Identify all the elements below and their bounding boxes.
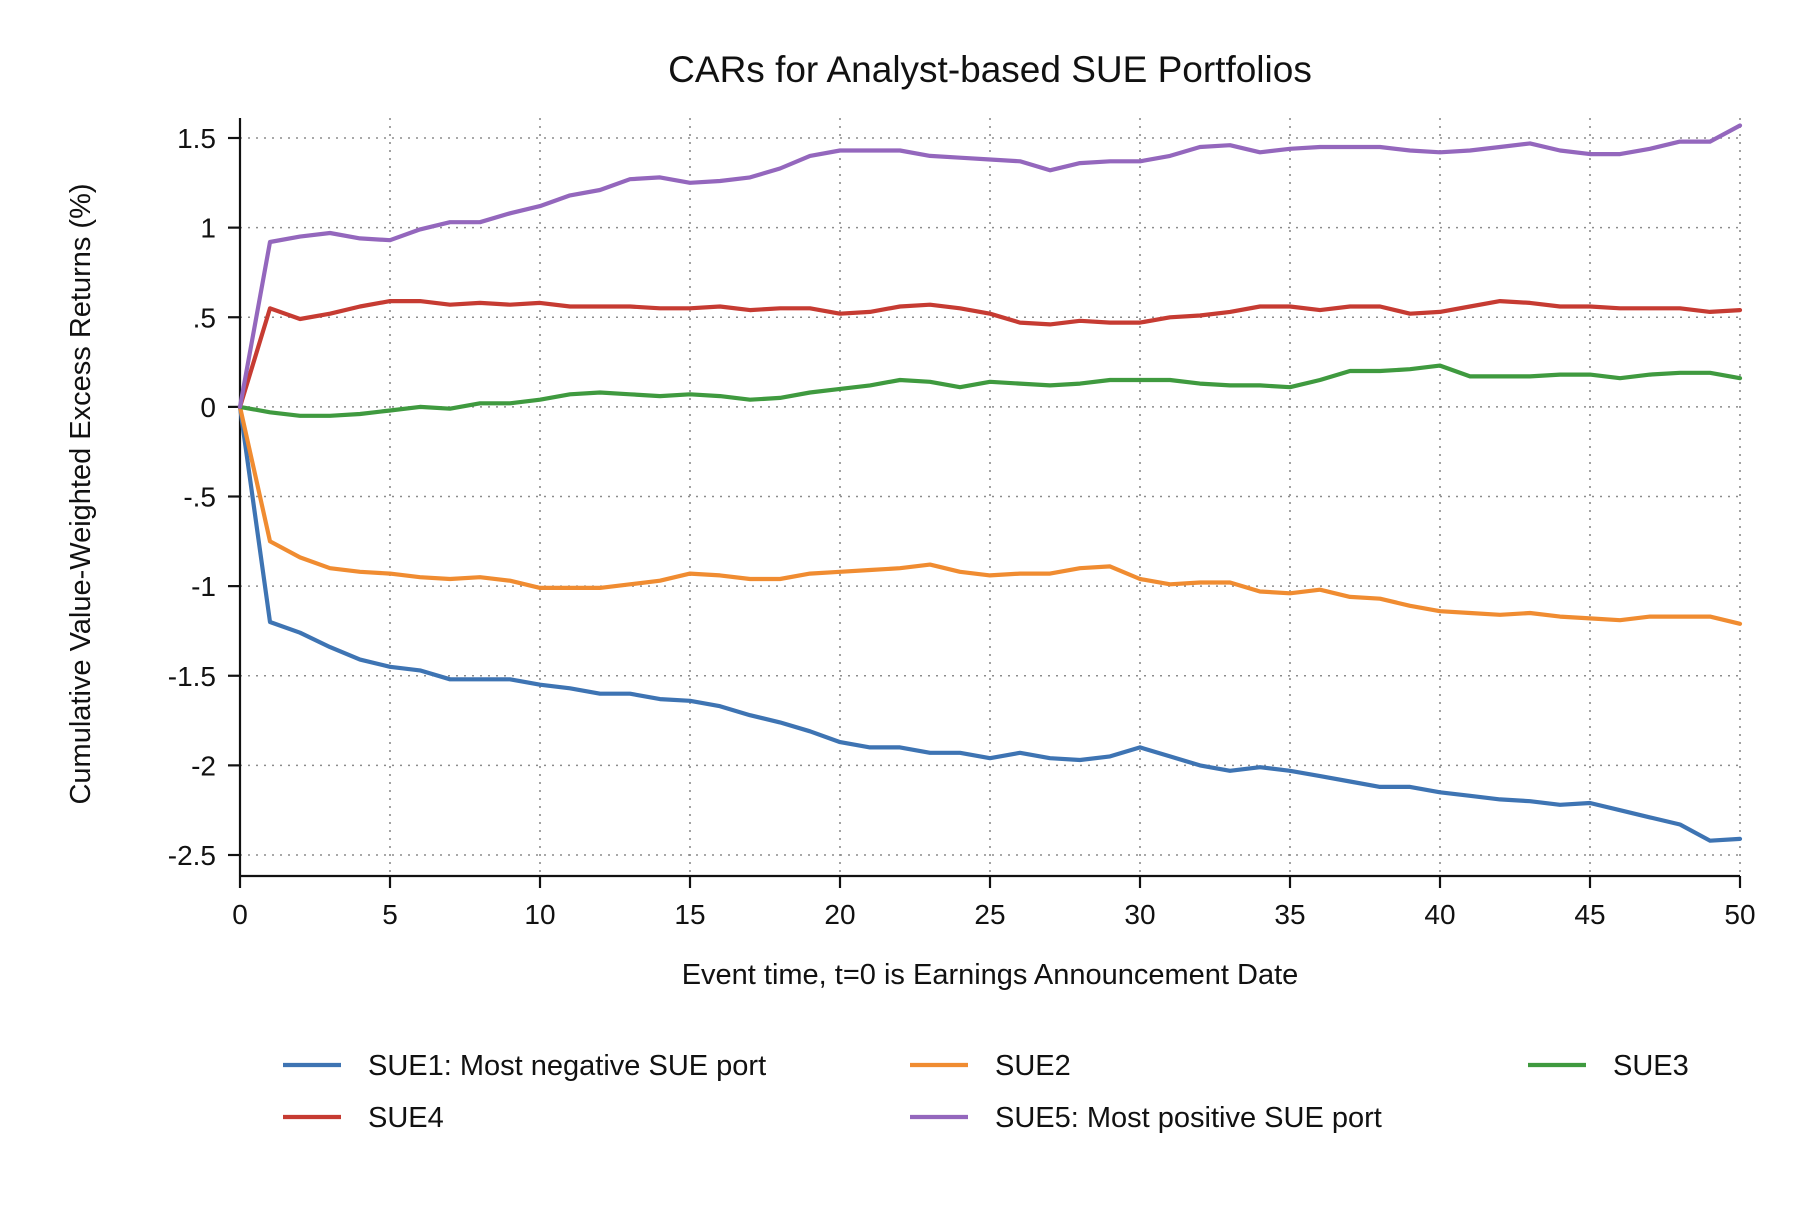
- legend-label: SUE3: [1613, 1050, 1689, 1082]
- x-tick-label: 45: [1574, 899, 1605, 930]
- gridlines: [239, 118, 1741, 876]
- y-axis-label: Cumulative Value-Weighted Excess Returns…: [65, 183, 97, 804]
- series-line-sue3: [237, 363, 1743, 418]
- x-tick-label: 20: [824, 899, 855, 930]
- y-tick-label: -2: [191, 750, 216, 781]
- series-line-sue4: [237, 299, 1743, 409]
- x-tick-label: 0: [232, 899, 248, 930]
- y-tick-label: -1: [191, 571, 216, 602]
- y-tick-label: 1: [200, 213, 216, 244]
- x-tick-label: 5: [382, 899, 398, 930]
- y-tick-label: -2.5: [168, 840, 216, 871]
- series-lines: [237, 123, 1743, 843]
- x-tick-label: 15: [674, 899, 705, 930]
- legend-label: SUE1: Most negative SUE port: [368, 1050, 766, 1082]
- x-tick-label: 40: [1424, 899, 1455, 930]
- x-tick-label: 30: [1124, 899, 1155, 930]
- y-tick-label: -1.5: [168, 661, 216, 692]
- y-tick-label: -.5: [183, 482, 216, 513]
- legend-label: SUE5: Most positive SUE port: [995, 1102, 1382, 1134]
- series-line-sue1: [237, 404, 1743, 843]
- axes: 1.51.50-.5-1-1.5-2-2.50 5 10 15 20 25 30 35 40 45…: [168, 118, 1756, 930]
- x-axis-label: Event time, t=0 is Earnings Announcement…: [682, 959, 1299, 991]
- series-line-sue5: [237, 123, 1743, 409]
- x-tick-label: 50: [1724, 899, 1755, 930]
- y-tick-label: 0: [200, 392, 216, 423]
- y-tick-label: 1.5: [177, 123, 216, 154]
- series-line-sue2: [237, 404, 1743, 626]
- legend: SUE1: Most negative SUE port SUE2 SUE3 SUE4…: [283, 1050, 1689, 1134]
- x-tick-label: 10: [524, 899, 555, 930]
- x-tick-label: 35: [1274, 899, 1305, 930]
- legend-label: SUE2: [995, 1050, 1071, 1082]
- legend-label: SUE4: [368, 1102, 444, 1134]
- y-tick-label: .5: [193, 302, 216, 333]
- x-tick-label: 25: [974, 899, 1005, 930]
- chart-title: CARs for Analyst-based SUE Portfolios: [668, 49, 1312, 90]
